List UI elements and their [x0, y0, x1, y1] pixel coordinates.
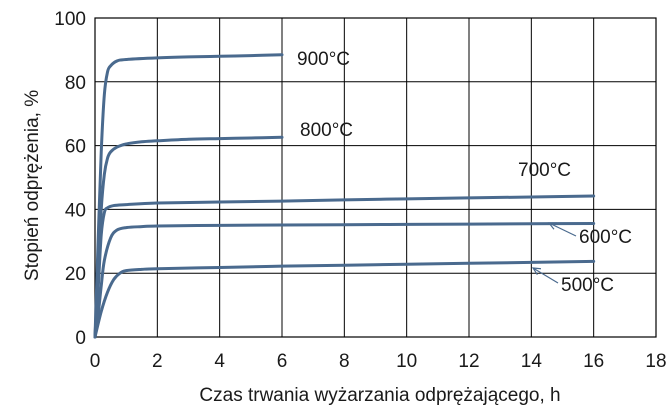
y-tick-label: 80: [65, 73, 86, 94]
series-label: 600°C: [579, 227, 632, 248]
label-arrows: [531, 222, 577, 284]
x-tick-label: 18: [645, 351, 666, 372]
series-lines: [93, 53, 596, 339]
x-tick-label: 10: [396, 351, 417, 372]
x-tick-label: 8: [339, 351, 350, 372]
x-tick-labels: 0 2 4 6 8 10 12 14 16 18: [90, 351, 666, 372]
x-tick-label: 16: [583, 351, 604, 372]
y-tick-labels: 0 20 40 60 80 100: [54, 9, 86, 349]
y-tick-label: 60: [65, 137, 86, 158]
series-label: 700°C: [518, 160, 571, 181]
y-tick-label: 40: [65, 200, 86, 221]
series-label: 900°C: [297, 49, 350, 70]
series-line: [93, 53, 284, 339]
y-tick-label: 0: [75, 328, 86, 349]
label-arrow: [547, 222, 577, 237]
x-tick-label: 6: [277, 351, 288, 372]
y-axis-label: Stopień odprężenia, %: [22, 90, 43, 281]
y-tick-label: 100: [54, 9, 86, 30]
label-arrow: [531, 267, 559, 284]
series-line: [93, 135, 284, 339]
x-tick-label: 12: [458, 351, 479, 372]
series-label: 800°C: [300, 120, 353, 141]
x-tick-label: 2: [152, 351, 163, 372]
series-label: 500°C: [561, 275, 614, 296]
x-tick-label: 0: [90, 351, 101, 372]
x-tick-label: 4: [214, 351, 225, 372]
y-tick-label: 20: [65, 264, 86, 285]
series-line: [93, 259, 596, 339]
series-labels: 900°C 800°C 700°C 600°C 500°C: [297, 49, 632, 296]
series-line: [93, 221, 596, 339]
x-tick-label: 14: [521, 351, 543, 372]
plot-frame: [94, 17, 657, 338]
x-axis-label: Czas trwania wyżarzania odprężającego, h: [199, 385, 560, 406]
series-line: [93, 194, 596, 339]
